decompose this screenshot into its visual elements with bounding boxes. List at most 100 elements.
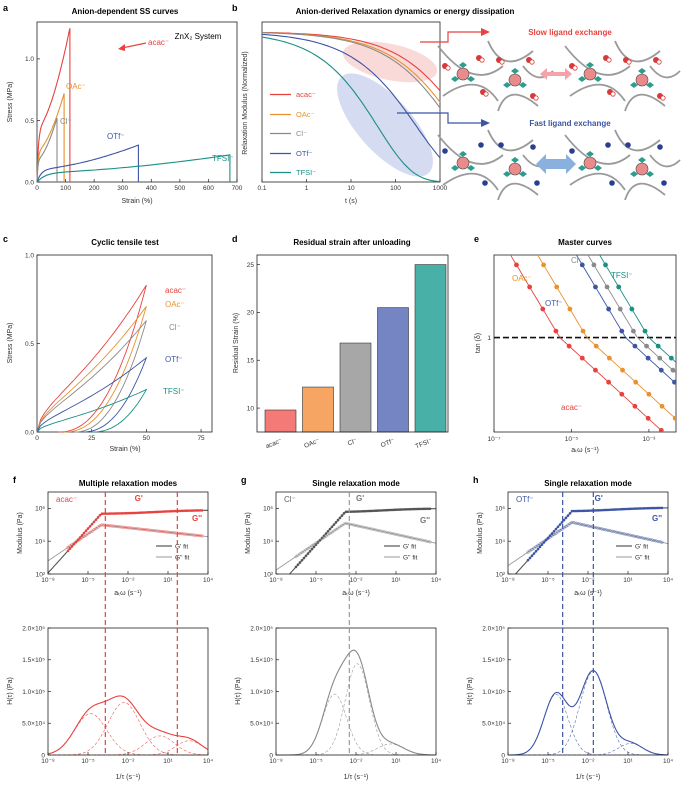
panel-f-gp-point (124, 511, 128, 515)
panel-g-gp-point (390, 508, 394, 512)
panel-e-fit-acac (510, 255, 664, 432)
panel-f-gp-point (88, 525, 92, 528)
panel-d-bar-acac (264, 409, 297, 433)
zinc-node (635, 73, 649, 87)
panel-f-bottom-x-tick: 10⁴ (203, 758, 213, 765)
panel-g-gp-point (364, 509, 368, 513)
panel-g-gpp-point (308, 545, 312, 549)
panel-e-point-acac (645, 415, 651, 421)
panel-f-gp-point (168, 509, 172, 513)
panel-e-point-OTf (606, 306, 612, 312)
slow-network-left (437, 40, 554, 112)
panel-e-point-TFSI (642, 328, 648, 334)
panel-g-gp-point (312, 545, 316, 549)
coordination-arm (519, 82, 527, 88)
panel-h-gp-point (590, 509, 594, 512)
panel-f-gpp-point (148, 528, 152, 532)
panel-g-gpp-point (300, 550, 304, 554)
panel-g-top-y-tick: 10² (264, 571, 274, 578)
panel-h-gp-point (642, 507, 646, 510)
coordination-arm (578, 76, 586, 82)
panel-c-label-acac: acac⁻ (165, 286, 186, 295)
coordination-arm (503, 171, 511, 177)
panel-d-category-acac: acac⁻ (265, 437, 284, 450)
panel-e-point-acac (527, 284, 533, 290)
panel-f-sample-label: acac⁻ (56, 495, 77, 504)
ligand-fast (498, 142, 504, 148)
panel-c-loop-acac (36, 284, 147, 433)
panel-f-gpp-point (136, 527, 140, 531)
panel-g-bottom-y-tick: 2.0×10⁵ (250, 625, 273, 632)
panel-g-sample-label: Cl⁻ (284, 495, 296, 504)
panel-h-gp-point (648, 506, 652, 510)
panel-g-gpp-point (318, 538, 322, 542)
panel-h-gpp-point (582, 523, 586, 527)
panel-g-gp-point (406, 507, 410, 511)
panel-f-gp-point (128, 511, 132, 515)
panel-f-gpp-point (134, 527, 138, 531)
panel-f-gp-point (138, 511, 142, 514)
panel-h-gp-point (630, 507, 634, 511)
panel-h-gp-point (614, 508, 618, 511)
panel-h-gpp-point (570, 520, 574, 524)
panel-h-gpp-point (630, 534, 634, 538)
coordination-arm (646, 171, 654, 177)
panel-f-gp-point (146, 511, 150, 514)
panel-f-bottom-y-tick: 0 (41, 752, 45, 759)
panel-f-gp-point (172, 509, 176, 513)
panel-h-gpp-point (588, 524, 592, 528)
zinc-node (508, 73, 522, 87)
panel-g-bottom-x-axis-label: 1/τ (s⁻¹) (344, 774, 369, 781)
panel-h-spectrum-area (508, 670, 668, 756)
panel-a-x-axis-label: Strain (%) (121, 198, 152, 205)
panel-g-gp-point (428, 507, 432, 511)
panel-f-gpp-point (158, 529, 162, 533)
panel-h-gp-point (568, 512, 572, 515)
panel-g-gp-point (396, 508, 400, 511)
panel-f-gpp-point (90, 529, 94, 533)
panel-b-x-tick: 0.1 (257, 185, 266, 192)
polymer-chain (442, 172, 499, 191)
panel-e-point-acac (593, 367, 598, 373)
panel-g-gp-point (422, 507, 426, 511)
zinc-node (456, 156, 470, 170)
panel-g-gp-point (418, 507, 422, 511)
coordination-arm (503, 82, 511, 88)
panel-f-gpp-point (138, 527, 142, 531)
polymer-chain (614, 40, 661, 63)
panel-g-gp-point (424, 507, 428, 511)
panel-e-point-acac (619, 391, 625, 397)
panel-e-point-acac (658, 427, 664, 432)
panel-f-spectrum-axes (47, 627, 209, 756)
panel-g-gpp-point (364, 526, 368, 530)
panel-h-gpp-point (592, 525, 596, 529)
panel-g-gpp-point (370, 527, 374, 531)
panel-f-gp-point (126, 511, 130, 515)
panel-h-gpp-point (618, 531, 622, 535)
coordination-arm (594, 76, 602, 82)
panel-f-bottom-y-tick: 5.0×10⁴ (22, 721, 45, 728)
panel-f-gp-point (200, 509, 204, 512)
panel-e-label-acac: acac⁻ (561, 403, 582, 412)
panel-c-loop-OTf (36, 356, 148, 433)
panel-f-gp-label: G' (135, 494, 143, 503)
panel-g-gpp-point (330, 530, 334, 534)
panel-h-title: Single relaxation mode (544, 479, 632, 488)
panel-f-gpp-point (194, 533, 198, 537)
coordination-arm (459, 62, 467, 68)
panel-g-gp-point (398, 508, 402, 511)
panel-h-gp-point (596, 509, 600, 512)
panel-h-top-x-tick: 10¹ (623, 577, 633, 584)
panel-g-gp-point (380, 509, 384, 512)
panel-g-gpp-point (322, 536, 326, 540)
panel-h-gpp-point (568, 522, 572, 526)
panel-e-point-OTf (632, 343, 638, 349)
panel-f-gpp-point (198, 534, 202, 538)
ligand-slow (660, 95, 666, 101)
panel-h-gp-point (530, 554, 534, 558)
panel-f-gp-point (104, 512, 108, 515)
panel-c-loop-TFSI (36, 388, 148, 433)
panel-h-gp-point (616, 508, 620, 511)
panel-h-gpp-point (558, 528, 562, 532)
panel-h-gp-point (572, 509, 576, 513)
